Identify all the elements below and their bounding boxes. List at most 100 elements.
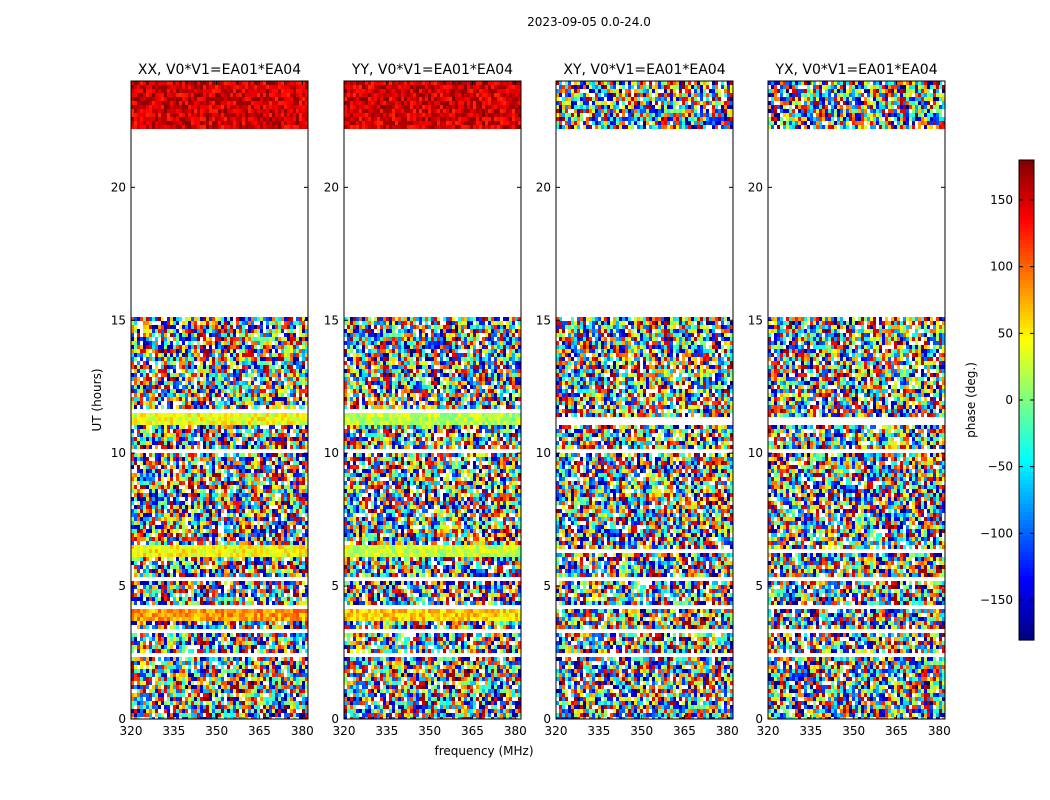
phase-cell bbox=[182, 633, 185, 637]
phase-cell bbox=[239, 417, 242, 421]
phase-cell bbox=[152, 525, 155, 529]
phase-cell bbox=[179, 421, 182, 425]
phase-cell bbox=[284, 633, 287, 637]
phase-cell bbox=[236, 657, 239, 661]
phase-cell bbox=[242, 341, 245, 345]
phase-cell bbox=[206, 497, 209, 501]
phase-cell bbox=[233, 113, 236, 117]
phase-cell bbox=[200, 385, 203, 389]
phase-cell bbox=[200, 645, 203, 649]
phase-cell bbox=[278, 641, 281, 645]
phase-cell bbox=[305, 621, 308, 625]
phase-cell bbox=[209, 497, 212, 501]
phase-cell bbox=[251, 621, 254, 625]
phase-cell bbox=[203, 85, 206, 89]
phase-cell bbox=[257, 461, 260, 465]
phase-cell bbox=[212, 329, 215, 333]
phase-cell bbox=[290, 609, 293, 613]
phase-cell bbox=[257, 465, 260, 469]
phase-cell bbox=[146, 421, 149, 425]
phase-cell bbox=[155, 637, 158, 641]
phase-cell bbox=[173, 397, 176, 401]
phase-cell bbox=[197, 333, 200, 337]
phase-cell bbox=[185, 593, 188, 597]
phase-cell bbox=[275, 385, 278, 389]
phase-cell bbox=[251, 329, 254, 333]
phase-cell bbox=[230, 81, 233, 85]
phase-cell bbox=[227, 649, 230, 653]
phase-cell bbox=[287, 545, 290, 549]
phase-cell bbox=[170, 445, 173, 449]
phase-cell bbox=[203, 585, 206, 589]
phase-cell bbox=[272, 373, 275, 377]
phase-cell bbox=[281, 121, 284, 125]
phase-cell bbox=[224, 437, 227, 441]
phase-cell bbox=[305, 325, 308, 329]
phase-cell bbox=[290, 373, 293, 377]
phase-cell bbox=[233, 373, 236, 377]
phase-cell bbox=[263, 437, 266, 441]
phase-cell bbox=[299, 473, 302, 477]
phase-cell bbox=[260, 613, 263, 617]
phase-cell bbox=[149, 489, 152, 493]
phase-cell bbox=[134, 557, 137, 561]
phase-cell bbox=[284, 625, 287, 629]
phase-cell bbox=[173, 365, 176, 369]
phase-cell bbox=[158, 477, 161, 481]
phase-cell bbox=[218, 533, 221, 537]
phase-cell bbox=[131, 377, 134, 381]
phase-cell bbox=[197, 657, 200, 661]
phase-cell bbox=[185, 353, 188, 357]
phase-cell bbox=[227, 369, 230, 373]
phase-cell bbox=[149, 329, 152, 333]
phase-cell bbox=[203, 441, 206, 445]
phase-cell bbox=[149, 617, 152, 621]
phase-cell bbox=[149, 513, 152, 517]
phase-cell bbox=[266, 437, 269, 441]
phase-cell bbox=[233, 469, 236, 473]
phase-cell bbox=[218, 353, 221, 357]
phase-cell bbox=[197, 425, 200, 429]
phase-cell bbox=[269, 425, 272, 429]
phase-cell bbox=[137, 589, 140, 593]
phase-cell bbox=[185, 393, 188, 397]
phase-cell bbox=[152, 93, 155, 97]
phase-cell bbox=[152, 437, 155, 441]
phase-cell bbox=[137, 513, 140, 517]
phase-cell bbox=[137, 645, 140, 649]
phase-cell bbox=[170, 641, 173, 645]
phase-cell bbox=[269, 549, 272, 553]
phase-cell bbox=[158, 121, 161, 125]
phase-cell bbox=[185, 337, 188, 341]
phase-cell bbox=[158, 565, 161, 569]
phase-cell bbox=[293, 569, 296, 573]
phase-cell bbox=[287, 553, 290, 557]
phase-cell bbox=[239, 553, 242, 557]
phase-cell bbox=[269, 485, 272, 489]
phase-cell bbox=[182, 621, 185, 625]
phase-cell bbox=[194, 601, 197, 605]
phase-cell bbox=[230, 85, 233, 89]
phase-cell bbox=[176, 413, 179, 417]
phase-cell bbox=[245, 517, 248, 521]
phase-cell bbox=[158, 89, 161, 93]
phase-cell bbox=[287, 569, 290, 573]
phase-cell bbox=[191, 85, 194, 89]
phase-cell bbox=[245, 481, 248, 485]
phase-cell bbox=[260, 649, 263, 653]
phase-cell bbox=[257, 125, 260, 129]
phase-cell bbox=[278, 569, 281, 573]
phase-cell bbox=[137, 593, 140, 597]
phase-cell bbox=[191, 641, 194, 645]
phase-cell bbox=[179, 601, 182, 605]
phase-cell bbox=[203, 117, 206, 121]
phase-cell bbox=[197, 529, 200, 533]
phase-cell bbox=[284, 569, 287, 573]
phase-cell bbox=[137, 377, 140, 381]
phase-cell bbox=[191, 397, 194, 401]
phase-cell bbox=[302, 537, 305, 541]
phase-cell bbox=[281, 457, 284, 461]
phase-cell bbox=[203, 109, 206, 113]
phase-cell bbox=[158, 481, 161, 485]
phase-cell bbox=[212, 481, 215, 485]
